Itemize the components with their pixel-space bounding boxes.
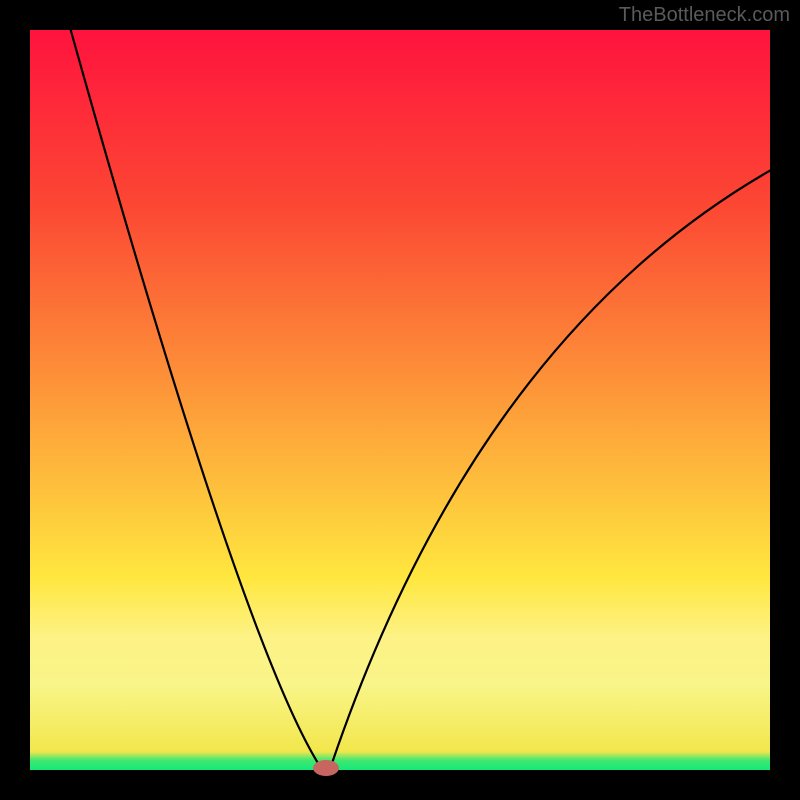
optimal-point-marker xyxy=(313,760,339,776)
watermark-text: TheBottleneck.com xyxy=(619,4,790,27)
chart-container: TheBottleneck.com xyxy=(0,0,800,800)
bottleneck-curve xyxy=(30,30,770,770)
plot-area xyxy=(30,30,770,770)
